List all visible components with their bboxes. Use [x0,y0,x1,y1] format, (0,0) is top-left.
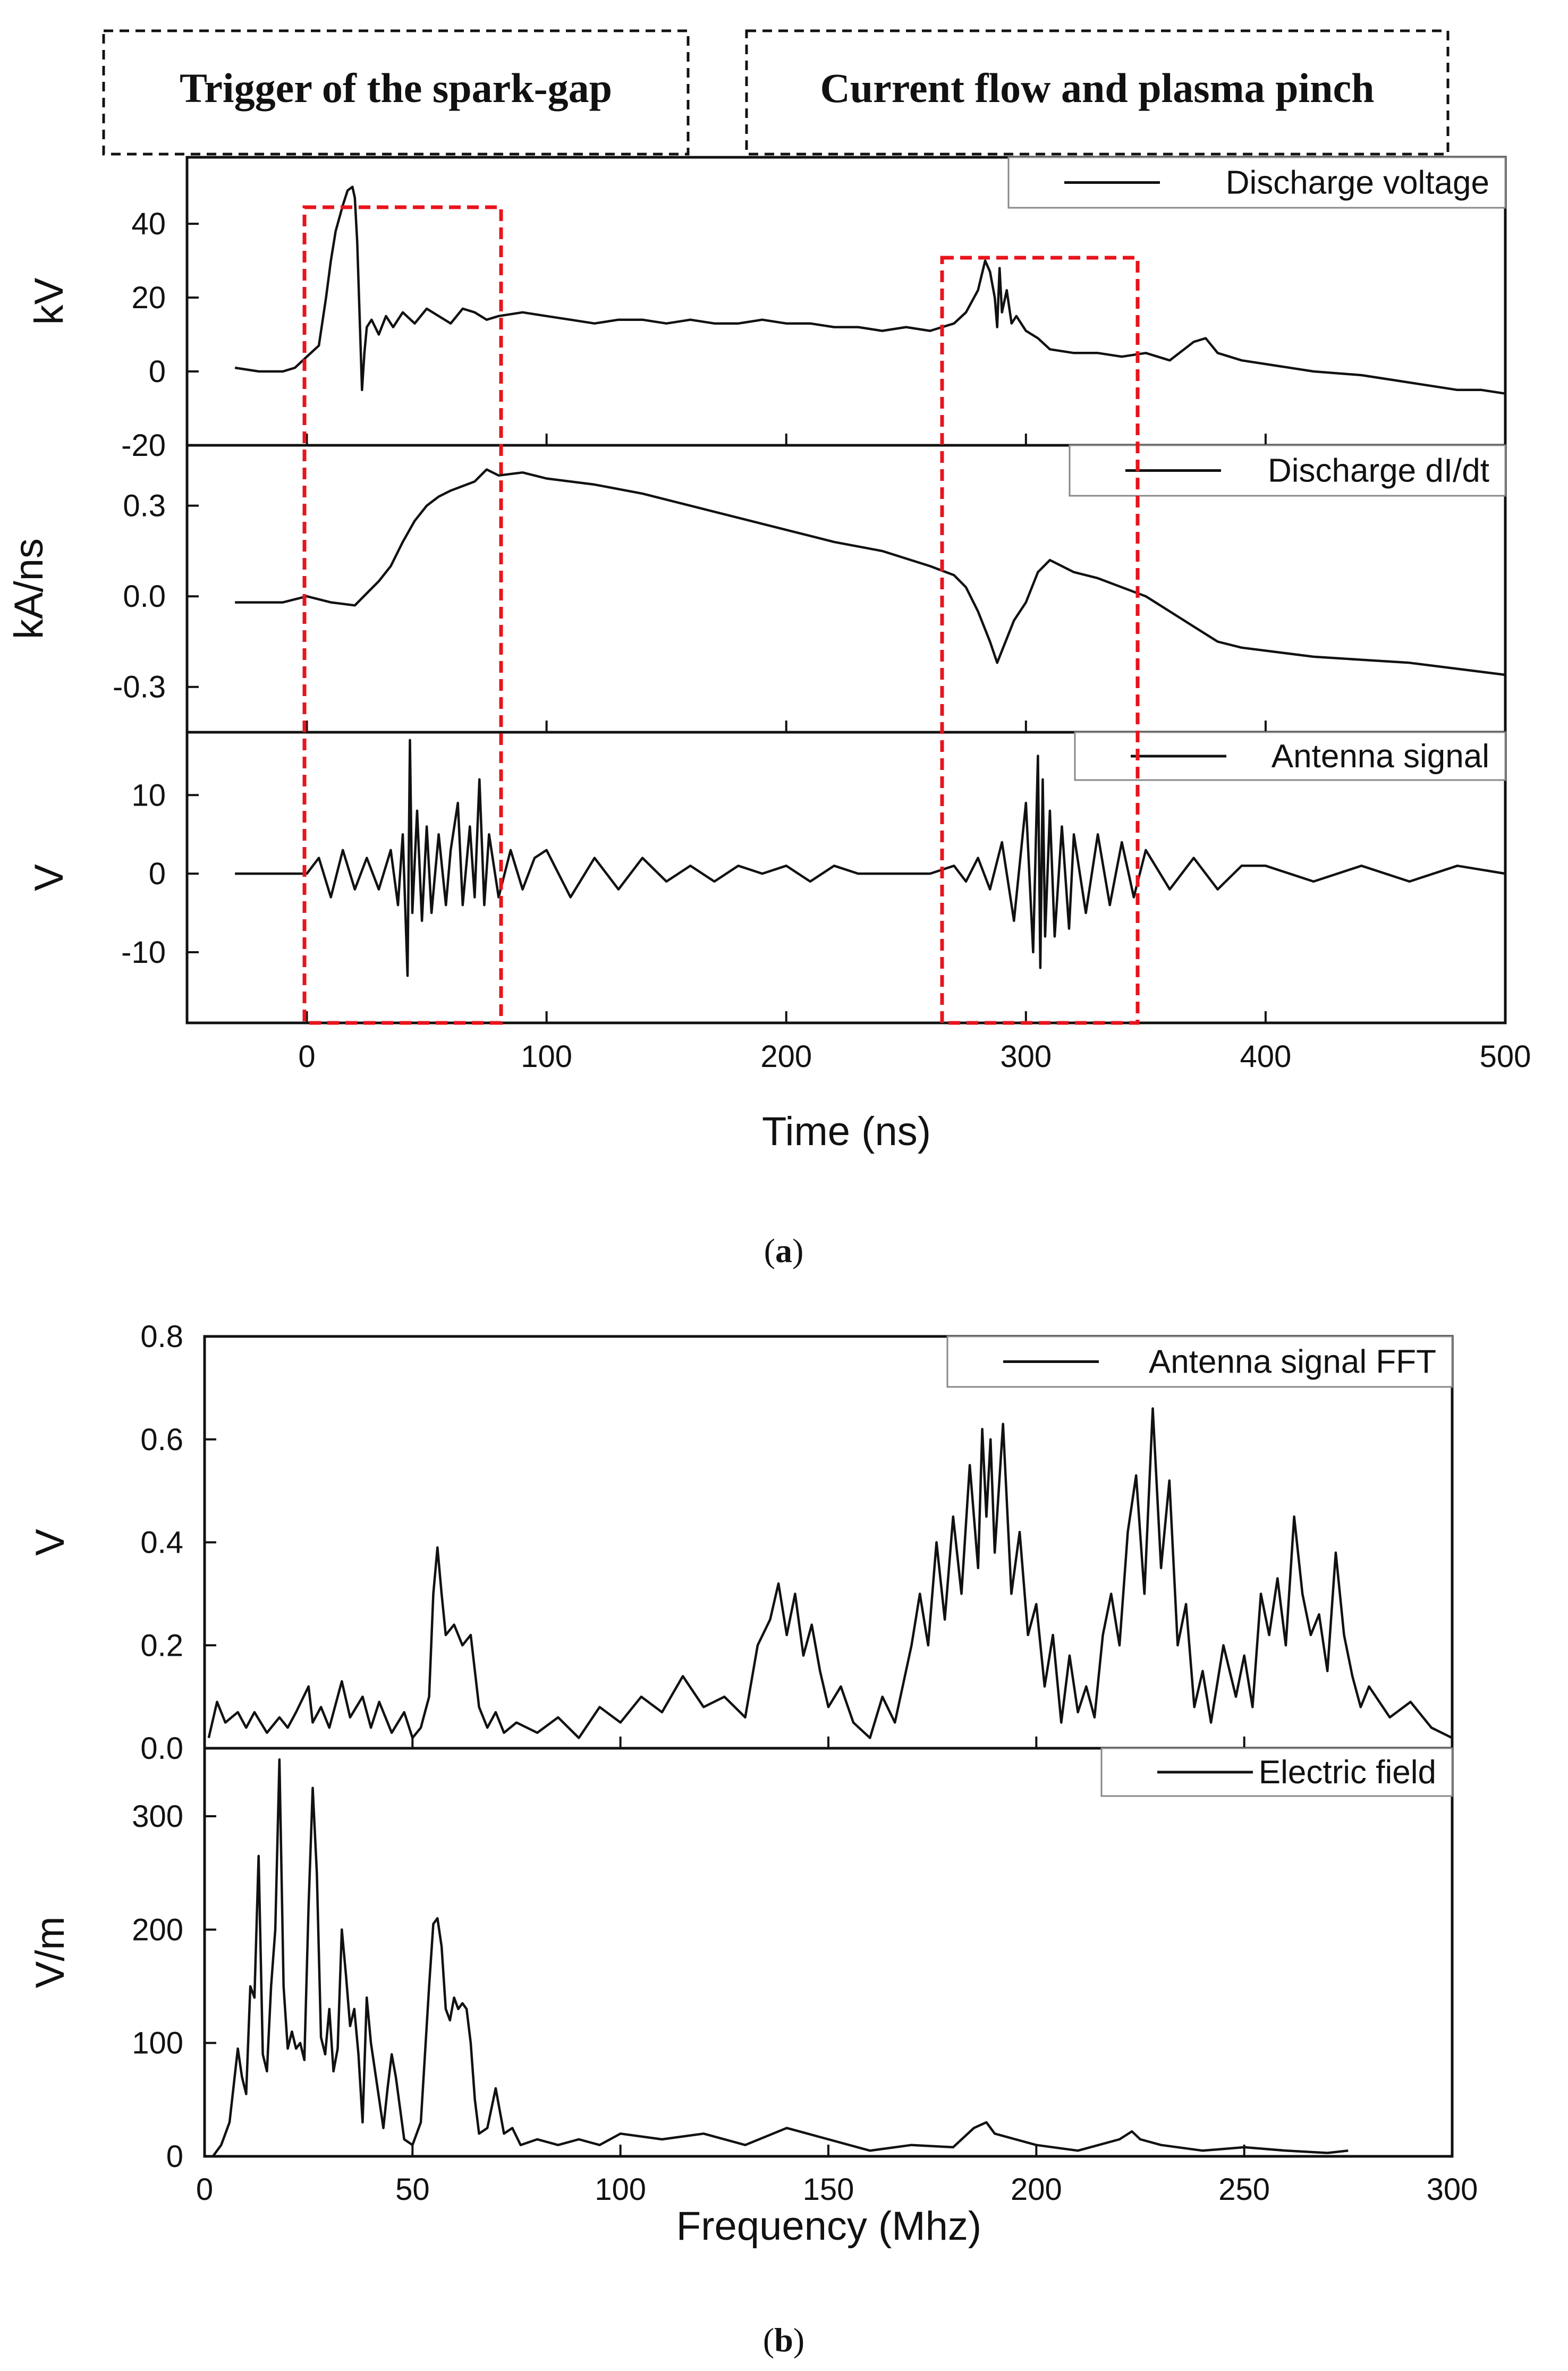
x-tick-label: 300 [1427,2172,1478,2207]
chart-fft: 0.0 0.2 0.4 0.6 0.8 V Antenna signal FFT [28,1319,1454,1766]
y-axis-title: kA/ns [6,538,52,639]
y-axis-title: V/m [28,1916,73,1988]
y-tick-label: 0.0 [140,1731,183,1766]
y-axis-title: V [27,864,72,891]
y-tick-label: 0.8 [140,1319,183,1354]
y-tick-label: 0 [149,354,166,389]
y-tick-label: 200 [132,1912,183,1947]
x-tick-label: 300 [1000,1039,1052,1074]
highlight-trigger-region [302,205,503,1025]
y-tick-label: 0.2 [140,1628,183,1663]
x-tick-label: 0 [196,2172,213,2207]
x-tick-label: 0 [298,1039,315,1074]
y-tick-label: 100 [132,2026,183,2061]
highlight-pinch-region [940,256,1140,1025]
charts-layer: -20 0 20 40 kV Discharge voltage -0.3 0.0 0.3 kA/… [6,156,1531,2207]
series-line-efield [211,1758,1349,2157]
legend-label: Discharge dI/dt [1268,453,1489,489]
y-tick-label: 0.6 [140,1422,183,1457]
y-tick-label: 300 [132,1799,183,1834]
y-tick-label: -10 [121,935,166,970]
y-tick-label: 0 [166,2139,183,2174]
x-tick-label: 150 [803,2172,854,2207]
header-box-trigger [102,29,690,156]
y-axis-title: V [28,1529,73,1556]
header-box-pinch [745,29,1450,156]
panel-b-xlabel: Frequency (Mhz) [676,2204,981,2249]
legend-didt: Discharge dI/dt [1069,444,1506,497]
x-tick-label: 200 [1011,2172,1062,2207]
y-tick-label: 20 [131,281,166,315]
y-axis-title: kV [27,277,72,325]
panel-a-caption-letter: a [775,1232,792,1269]
legend-label: Discharge voltage [1226,165,1489,201]
chart-efield: 0 100 200 300 0 50 100 150 200 250 300 V/m Electric … [28,1747,1478,2207]
chart-didt: -0.3 0.0 0.3 kA/ns Discharge dI/dt [6,444,1507,734]
series-line-fft [207,1407,1453,1739]
legend-label: Antenna signal FFT [1149,1344,1436,1381]
header-label-trigger: Trigger of the spark-gap [180,65,612,111]
y-tick-label: -0.3 [113,670,166,705]
y-tick-label: 0 [149,857,166,891]
panel-b-caption-letter: b [774,2321,793,2359]
panel-a-headers: Trigger of the spark-gap Current flow an… [102,29,1450,156]
y-tick-label: 10 [131,778,166,812]
legend-box [1007,156,1506,209]
panel-b-caption-close: ) [793,2321,804,2359]
legend-antenna: Antenna signal [1074,731,1506,781]
plot-frame [185,731,1507,1024]
legend-label: Antenna signal [1272,738,1489,775]
legend-box [1074,731,1506,781]
y-tick-label: 0.0 [123,579,166,614]
panel-a-xlabel: Time (ns) [762,1109,931,1154]
panel-a-caption-open: ( [764,1232,775,1269]
panel-a-caption: (a) [764,1232,804,1269]
header-label-pinch: Current flow and plasma pinch [820,65,1374,111]
y-tick-label: 0.3 [123,489,166,523]
x-tick-label: 50 [395,2172,430,2207]
x-tick-label: 100 [521,1039,572,1074]
series-line-voltage [234,185,1506,395]
x-tick-label: 200 [760,1039,812,1074]
legend-efield: Electric field [1100,1747,1453,1797]
legend-box [946,1335,1453,1388]
highlight-regions [302,205,1140,1025]
y-tick-label: -20 [121,428,166,463]
x-tick-label: 250 [1218,2172,1270,2207]
x-tick-label: 400 [1240,1039,1292,1074]
legend-fft: Antenna signal FFT [946,1335,1453,1388]
x-tick-label: 500 [1480,1039,1531,1074]
panel-b-caption-open: ( [763,2321,774,2359]
y-tick-label: 0.4 [140,1526,183,1560]
legend-voltage: Discharge voltage [1007,156,1506,209]
x-tick-label: 100 [595,2172,646,2207]
series-line-antenna [235,739,1506,977]
chart-voltage: -20 0 20 40 kV Discharge voltage [27,156,1507,463]
panel-b-caption: (b) [763,2321,804,2359]
panel-a-caption-close: ) [792,1232,803,1269]
legend-label: Electric field [1259,1754,1436,1791]
y-tick-label: 40 [131,207,166,241]
series-line-didt [235,468,1506,676]
